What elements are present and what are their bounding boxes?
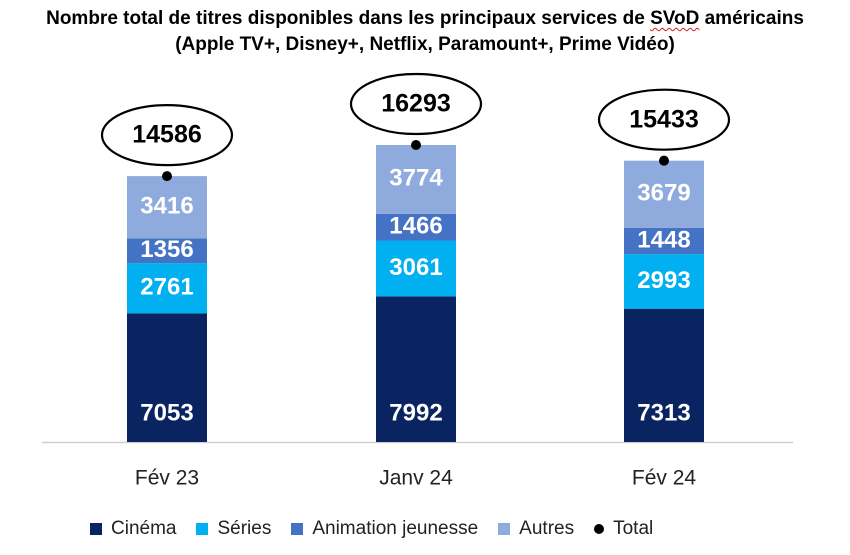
data-label-autres-fev-24: 3679 [637,180,690,207]
total-bubble-fev-24 [597,88,731,151]
data-label-autres-fev-23: 3416 [140,193,193,220]
total-bubble-janv-24 [349,72,483,136]
legend-label-series: Séries [217,518,272,539]
x-tick-label-fev-23: Fév 23 [135,467,199,490]
total-label-janv-24: 16293 [381,90,451,118]
bar-segment-autres-janv-24 [376,145,456,214]
data-label-cinema-fev-23: 7053 [140,399,193,426]
legend-swatch-cinema [90,523,102,535]
bar-segment-series-fev-23 [127,263,207,314]
legend-item-total: Total [594,518,653,540]
legend-swatch-series [196,523,209,535]
total-marker-fev-23 [162,171,172,182]
bar-segment-cinema-janv-24 [376,296,456,442]
bar-segment-animation-jeunesse-fev-23 [127,238,207,264]
legend-item-series: Séries [196,518,271,540]
bar-segment-series-janv-24 [376,240,456,297]
data-label-animation-jeunesse-janv-24: 1466 [389,213,442,240]
bar-segment-autres-fev-23 [127,176,207,239]
data-label-cinema-fev-24: 7313 [637,399,690,426]
legend-swatch-animation [291,523,304,535]
data-label-cinema-janv-24: 7992 [389,399,442,426]
data-label-animation-jeunesse-fev-24: 1448 [637,226,690,253]
bar-segment-animation-jeunesse-fev-24 [624,227,704,255]
legend-label-cinema: Cinéma [111,518,177,539]
chart-title: Nombre total de titres disponibles dans … [0,6,850,58]
legend-label-autres: Autres [519,518,575,539]
data-label-series-fev-23: 2761 [140,274,193,301]
bar-segment-autres-fev-24 [624,160,704,228]
total-bubble-fev-23 [100,104,234,167]
bar-segment-series-fev-24 [624,254,704,309]
legend-swatch-autres [498,523,511,535]
data-label-animation-jeunesse-fev-23: 1356 [140,236,193,263]
data-label-series-fev-24: 2993 [637,267,690,294]
legend-item-autres: Autres [498,518,574,540]
chart-legend: Cinéma Séries Animation jeunesse Autres … [90,516,790,542]
bar-segment-animation-jeunesse-janv-24 [376,213,456,241]
legend-dot-total [594,524,605,534]
legend-label-total: Total [613,518,654,539]
chart-title-line-1: Nombre total de titres disponibles dans … [46,8,804,29]
total-marker-fev-24 [659,155,669,166]
total-label-fev-23: 14586 [132,121,202,149]
total-label-fev-24: 15433 [629,105,699,133]
data-label-autres-janv-24: 3774 [389,165,443,192]
data-label-series-janv-24: 3061 [389,254,442,281]
bar-segment-cinema-fev-23 [127,313,207,442]
legend-item-animation: Animation jeunesse [291,518,478,540]
chart-title-line-2: (Apple TV+, Disney+, Netflix, Paramount+… [175,34,675,55]
legend-item-cinema: Cinéma [90,518,176,540]
legend-label-animation: Animation jeunesse [312,518,479,539]
spellcheck-underlined-word: SVoD [650,8,700,29]
x-tick-label-fev-24: Fév 24 [632,467,697,490]
total-marker-janv-24 [411,140,421,150]
x-tick-label-janv-24: Janv 24 [379,467,453,490]
bar-segment-cinema-fev-24 [624,308,704,442]
